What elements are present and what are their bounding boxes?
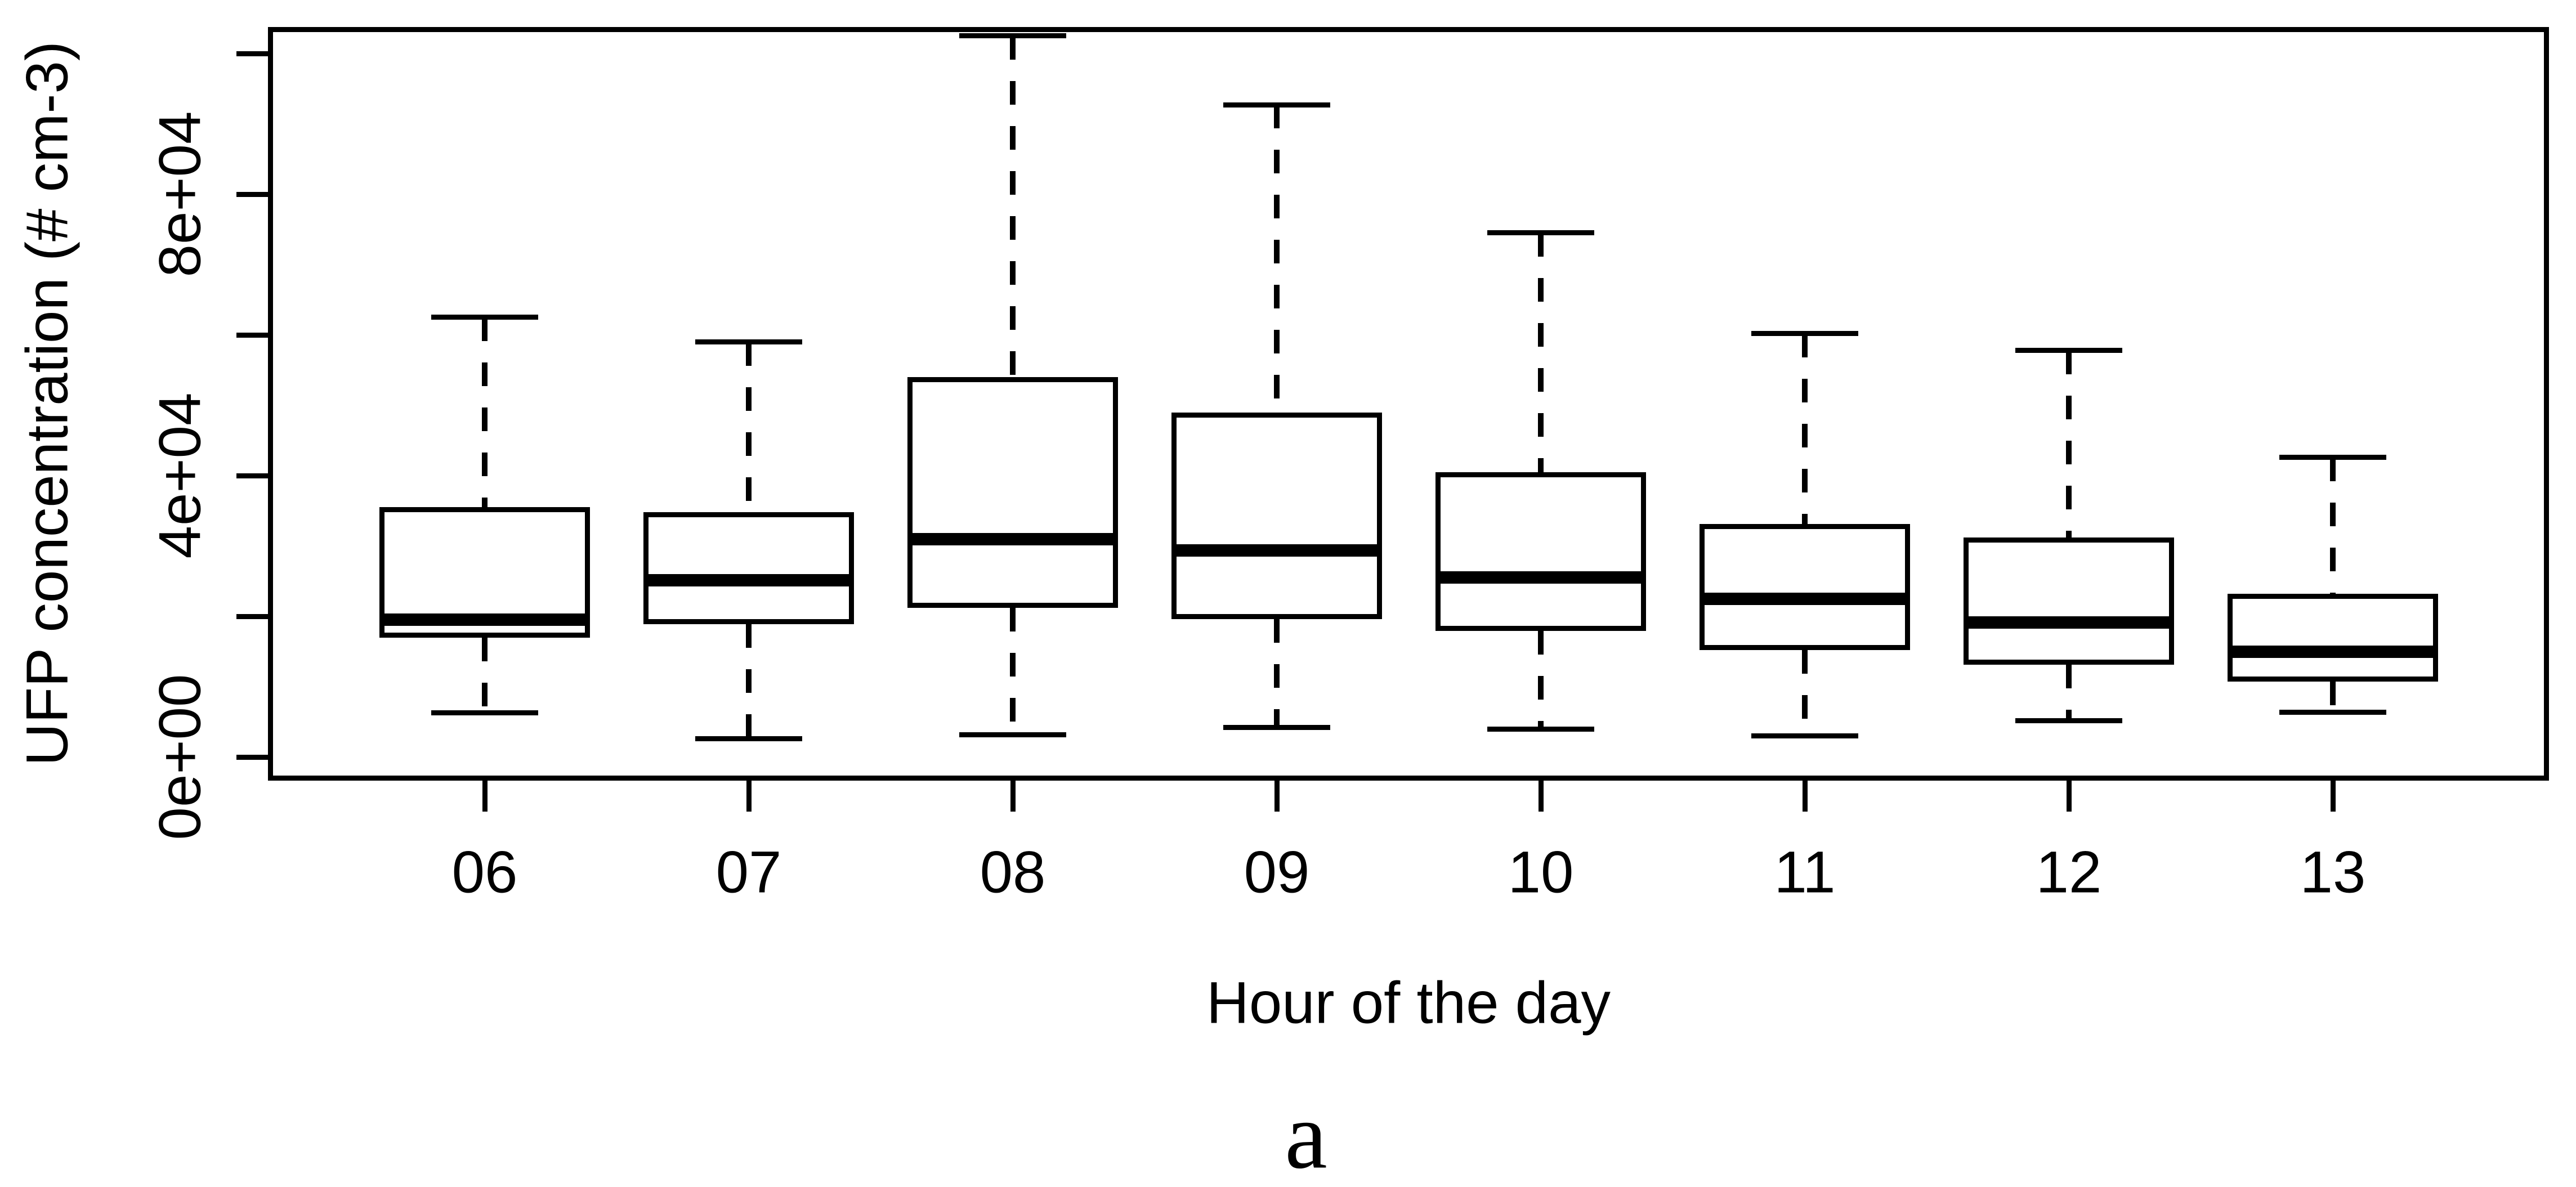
x-tick-label: 13	[2300, 839, 2366, 906]
median-line	[2228, 645, 2438, 658]
iqr-box	[2228, 594, 2438, 682]
lower-whisker	[746, 624, 752, 739]
iqr-box	[1700, 524, 1910, 650]
upper-whisker-cap	[959, 33, 1066, 39]
lower-whisker-cap	[2015, 718, 2122, 723]
median-line	[1435, 571, 1646, 584]
y-tick-mark	[236, 473, 268, 478]
lower-whisker	[482, 637, 488, 713]
lower-whisker	[1274, 619, 1280, 728]
x-tick-label: 11	[1774, 839, 1836, 906]
x-tick-mark	[1538, 781, 1544, 812]
iqr-box	[1435, 472, 1646, 631]
panel-caption: a	[1285, 1082, 1327, 1187]
upper-whisker	[1538, 232, 1544, 472]
iqr-box	[643, 512, 854, 624]
upper-whisker-cap	[2015, 348, 2122, 353]
iqr-box	[907, 377, 1118, 608]
upper-whisker-cap	[2279, 455, 2386, 460]
lower-whisker-cap	[959, 732, 1066, 737]
x-tick-label: 10	[1508, 839, 1574, 906]
lower-whisker	[2066, 665, 2072, 720]
y-tick-mark	[236, 332, 268, 338]
x-tick-mark	[1274, 781, 1280, 812]
y-tick-mark	[236, 613, 268, 619]
y-tick-mark	[236, 191, 268, 197]
lower-whisker	[2330, 682, 2336, 712]
lower-whisker-cap	[1751, 733, 1858, 738]
x-tick-mark	[746, 781, 752, 812]
upper-whisker-cap	[1751, 331, 1858, 336]
y-axis-title: UFP concentration (# cm-3)	[14, 41, 80, 766]
iqr-box	[1171, 412, 1382, 619]
x-tick-mark	[482, 781, 488, 812]
x-tick-mark	[1010, 781, 1016, 812]
x-tick-label: 08	[980, 839, 1046, 906]
x-tick-mark	[2066, 781, 2072, 812]
y-tick-label: 0e+00	[147, 674, 213, 840]
x-tick-label: 12	[2036, 839, 2102, 906]
upper-whisker	[2330, 457, 2336, 594]
y-tick-label: 4e+04	[147, 392, 213, 559]
plot-frame	[268, 27, 2549, 781]
upper-whisker-cap	[695, 339, 802, 344]
median-line	[907, 532, 1118, 545]
x-tick-mark	[2330, 781, 2336, 812]
upper-whisker	[2066, 350, 2072, 537]
x-axis-title: Hour of the day	[1206, 970, 1611, 1036]
iqr-box	[1964, 537, 2174, 665]
lower-whisker-cap	[1487, 726, 1594, 732]
median-line	[643, 574, 854, 587]
x-tick-label: 06	[451, 839, 518, 906]
median-line	[1700, 592, 1910, 605]
lower-whisker	[1802, 650, 1808, 736]
lower-whisker-cap	[431, 710, 538, 715]
upper-whisker	[746, 342, 752, 512]
upper-whisker-cap	[1223, 102, 1330, 107]
upper-whisker-cap	[431, 315, 538, 320]
upper-whisker	[1802, 333, 1808, 525]
y-tick-mark	[236, 754, 268, 760]
upper-whisker-cap	[1487, 230, 1594, 236]
lower-whisker-cap	[2279, 709, 2386, 715]
lower-whisker	[1010, 608, 1016, 734]
x-tick-mark	[1802, 781, 1808, 812]
upper-whisker	[1010, 35, 1016, 377]
x-tick-label: 07	[715, 839, 782, 906]
upper-whisker	[482, 317, 488, 508]
median-line	[379, 613, 590, 626]
median-line	[1964, 616, 2174, 629]
x-tick-label: 09	[1244, 839, 1310, 906]
upper-whisker	[1274, 105, 1280, 413]
y-tick-mark	[236, 51, 268, 56]
lower-whisker-cap	[695, 736, 802, 741]
y-tick-label: 8e+04	[147, 111, 213, 277]
lower-whisker-cap	[1223, 725, 1330, 730]
lower-whisker	[1538, 631, 1544, 729]
median-line	[1171, 544, 1382, 557]
